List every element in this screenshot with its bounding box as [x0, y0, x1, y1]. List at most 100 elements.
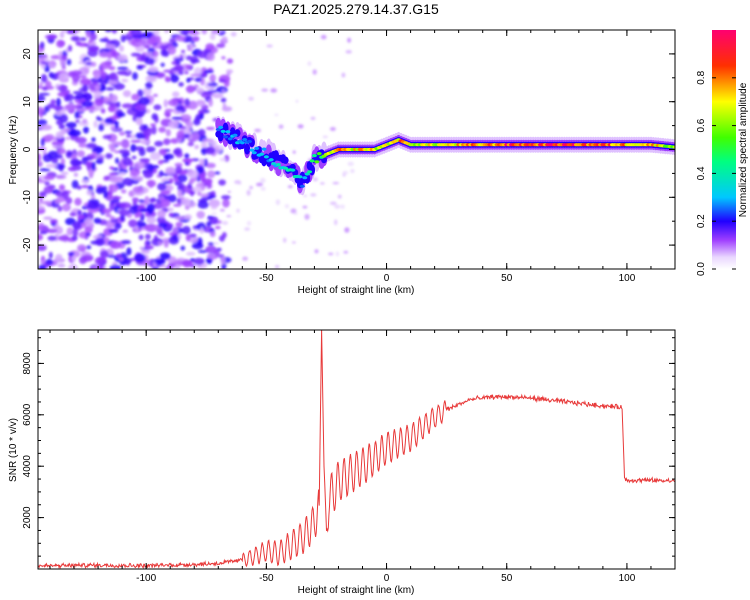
ridge-core — [275, 163, 281, 167]
noise-blob — [341, 72, 346, 78]
noise-blob — [246, 189, 251, 196]
noise-blob — [194, 77, 203, 83]
y-tick-label: 2000 — [22, 506, 33, 529]
noise-blob — [98, 123, 105, 132]
ridge-core — [302, 176, 308, 180]
noise-blob — [94, 84, 101, 91]
noise-blob — [65, 197, 73, 205]
noise-blob — [131, 175, 144, 181]
noise-blob — [167, 194, 177, 203]
noise-blob — [175, 264, 180, 269]
noise-blob — [38, 61, 42, 66]
noise-blob — [201, 30, 208, 35]
noise-blob — [57, 86, 68, 90]
noise-blob — [151, 125, 157, 135]
noise-blob — [310, 193, 317, 197]
noise-blob — [38, 264, 47, 269]
noise-blob — [138, 199, 146, 203]
noise-blob — [119, 257, 124, 262]
noise-blob — [165, 166, 176, 175]
noise-blob — [343, 250, 349, 254]
noise-blob — [129, 168, 141, 177]
noise-blob — [329, 201, 337, 205]
noise-blob — [122, 90, 132, 98]
noise-blob — [200, 141, 208, 149]
noise-blob — [114, 150, 119, 154]
noise-blob — [199, 227, 204, 235]
noise-blob — [197, 200, 209, 209]
noise-blob — [149, 152, 161, 161]
noise-blob — [206, 221, 212, 227]
noise-blob — [249, 185, 253, 190]
noise-blob — [61, 30, 68, 33]
ridge-core — [249, 148, 255, 152]
noise-blob — [186, 120, 194, 128]
noise-blob — [107, 80, 119, 85]
noise-blob — [145, 233, 151, 240]
noise-blob — [275, 265, 280, 269]
noise-blob — [190, 73, 202, 77]
noise-blob — [40, 200, 52, 205]
noise-blob — [109, 144, 116, 153]
ridge-core — [311, 154, 317, 158]
noise-blob — [46, 228, 58, 234]
noise-blob — [61, 171, 69, 175]
noise-blob — [45, 259, 54, 265]
ridge-core — [261, 147, 267, 151]
noise-blob — [176, 130, 184, 140]
noise-blob — [75, 136, 87, 144]
noise-blob — [38, 205, 46, 210]
ridge-core — [672, 145, 675, 149]
noise-blob — [91, 137, 96, 142]
noise-blob — [79, 75, 87, 79]
noise-blob — [40, 73, 48, 83]
noise-blob — [165, 265, 173, 269]
noise-blob — [209, 231, 216, 238]
noise-blob — [44, 34, 57, 39]
noise-blob — [260, 186, 266, 191]
noise-blob — [210, 206, 218, 210]
noise-blob — [197, 191, 202, 196]
noise-blob — [95, 186, 105, 194]
noise-blob — [214, 171, 221, 175]
noise-blob — [219, 157, 227, 162]
noise-blob — [120, 189, 127, 194]
noise-blob — [134, 253, 146, 263]
noise-blob — [99, 250, 109, 259]
noise-blob — [120, 34, 126, 43]
noise-blob — [109, 264, 122, 269]
noise-blob — [71, 254, 76, 263]
noise-blob — [102, 134, 113, 140]
noise-blob — [124, 130, 133, 134]
ridge-core — [299, 184, 305, 188]
noise-blob — [77, 42, 88, 47]
noise-blob — [334, 219, 338, 226]
colorbar-ticks: 0.0 0.2 0.4 0.6 0.8 — [696, 70, 736, 276]
noise-blob — [130, 52, 142, 57]
noise-blob — [145, 245, 154, 250]
noise-blob — [100, 108, 106, 114]
noise-blob — [197, 129, 206, 137]
noise-blob — [209, 74, 216, 83]
noise-blob — [109, 216, 116, 220]
noise-blob — [147, 66, 159, 73]
noise-blob — [111, 30, 118, 34]
noise-blob — [95, 154, 106, 158]
noise-blob — [157, 209, 166, 218]
noise-blob — [86, 142, 97, 149]
noise-blob — [146, 240, 151, 246]
ridge-core — [251, 151, 257, 155]
noise-blob — [121, 240, 132, 245]
y-tick-label: 10 — [22, 96, 33, 108]
noise-blob — [254, 128, 261, 133]
noise-blob — [214, 225, 221, 230]
noise-blob — [118, 149, 130, 155]
noise-blob — [182, 53, 187, 59]
noise-blob — [160, 190, 171, 194]
noise-blob — [81, 184, 90, 189]
snr-ticks: -100 -50 0 50 100 2000 4000 6000 8000 — [22, 330, 676, 584]
noise-blob — [131, 155, 137, 160]
x-tick-label: 50 — [501, 573, 513, 584]
noise-blob — [207, 170, 216, 179]
